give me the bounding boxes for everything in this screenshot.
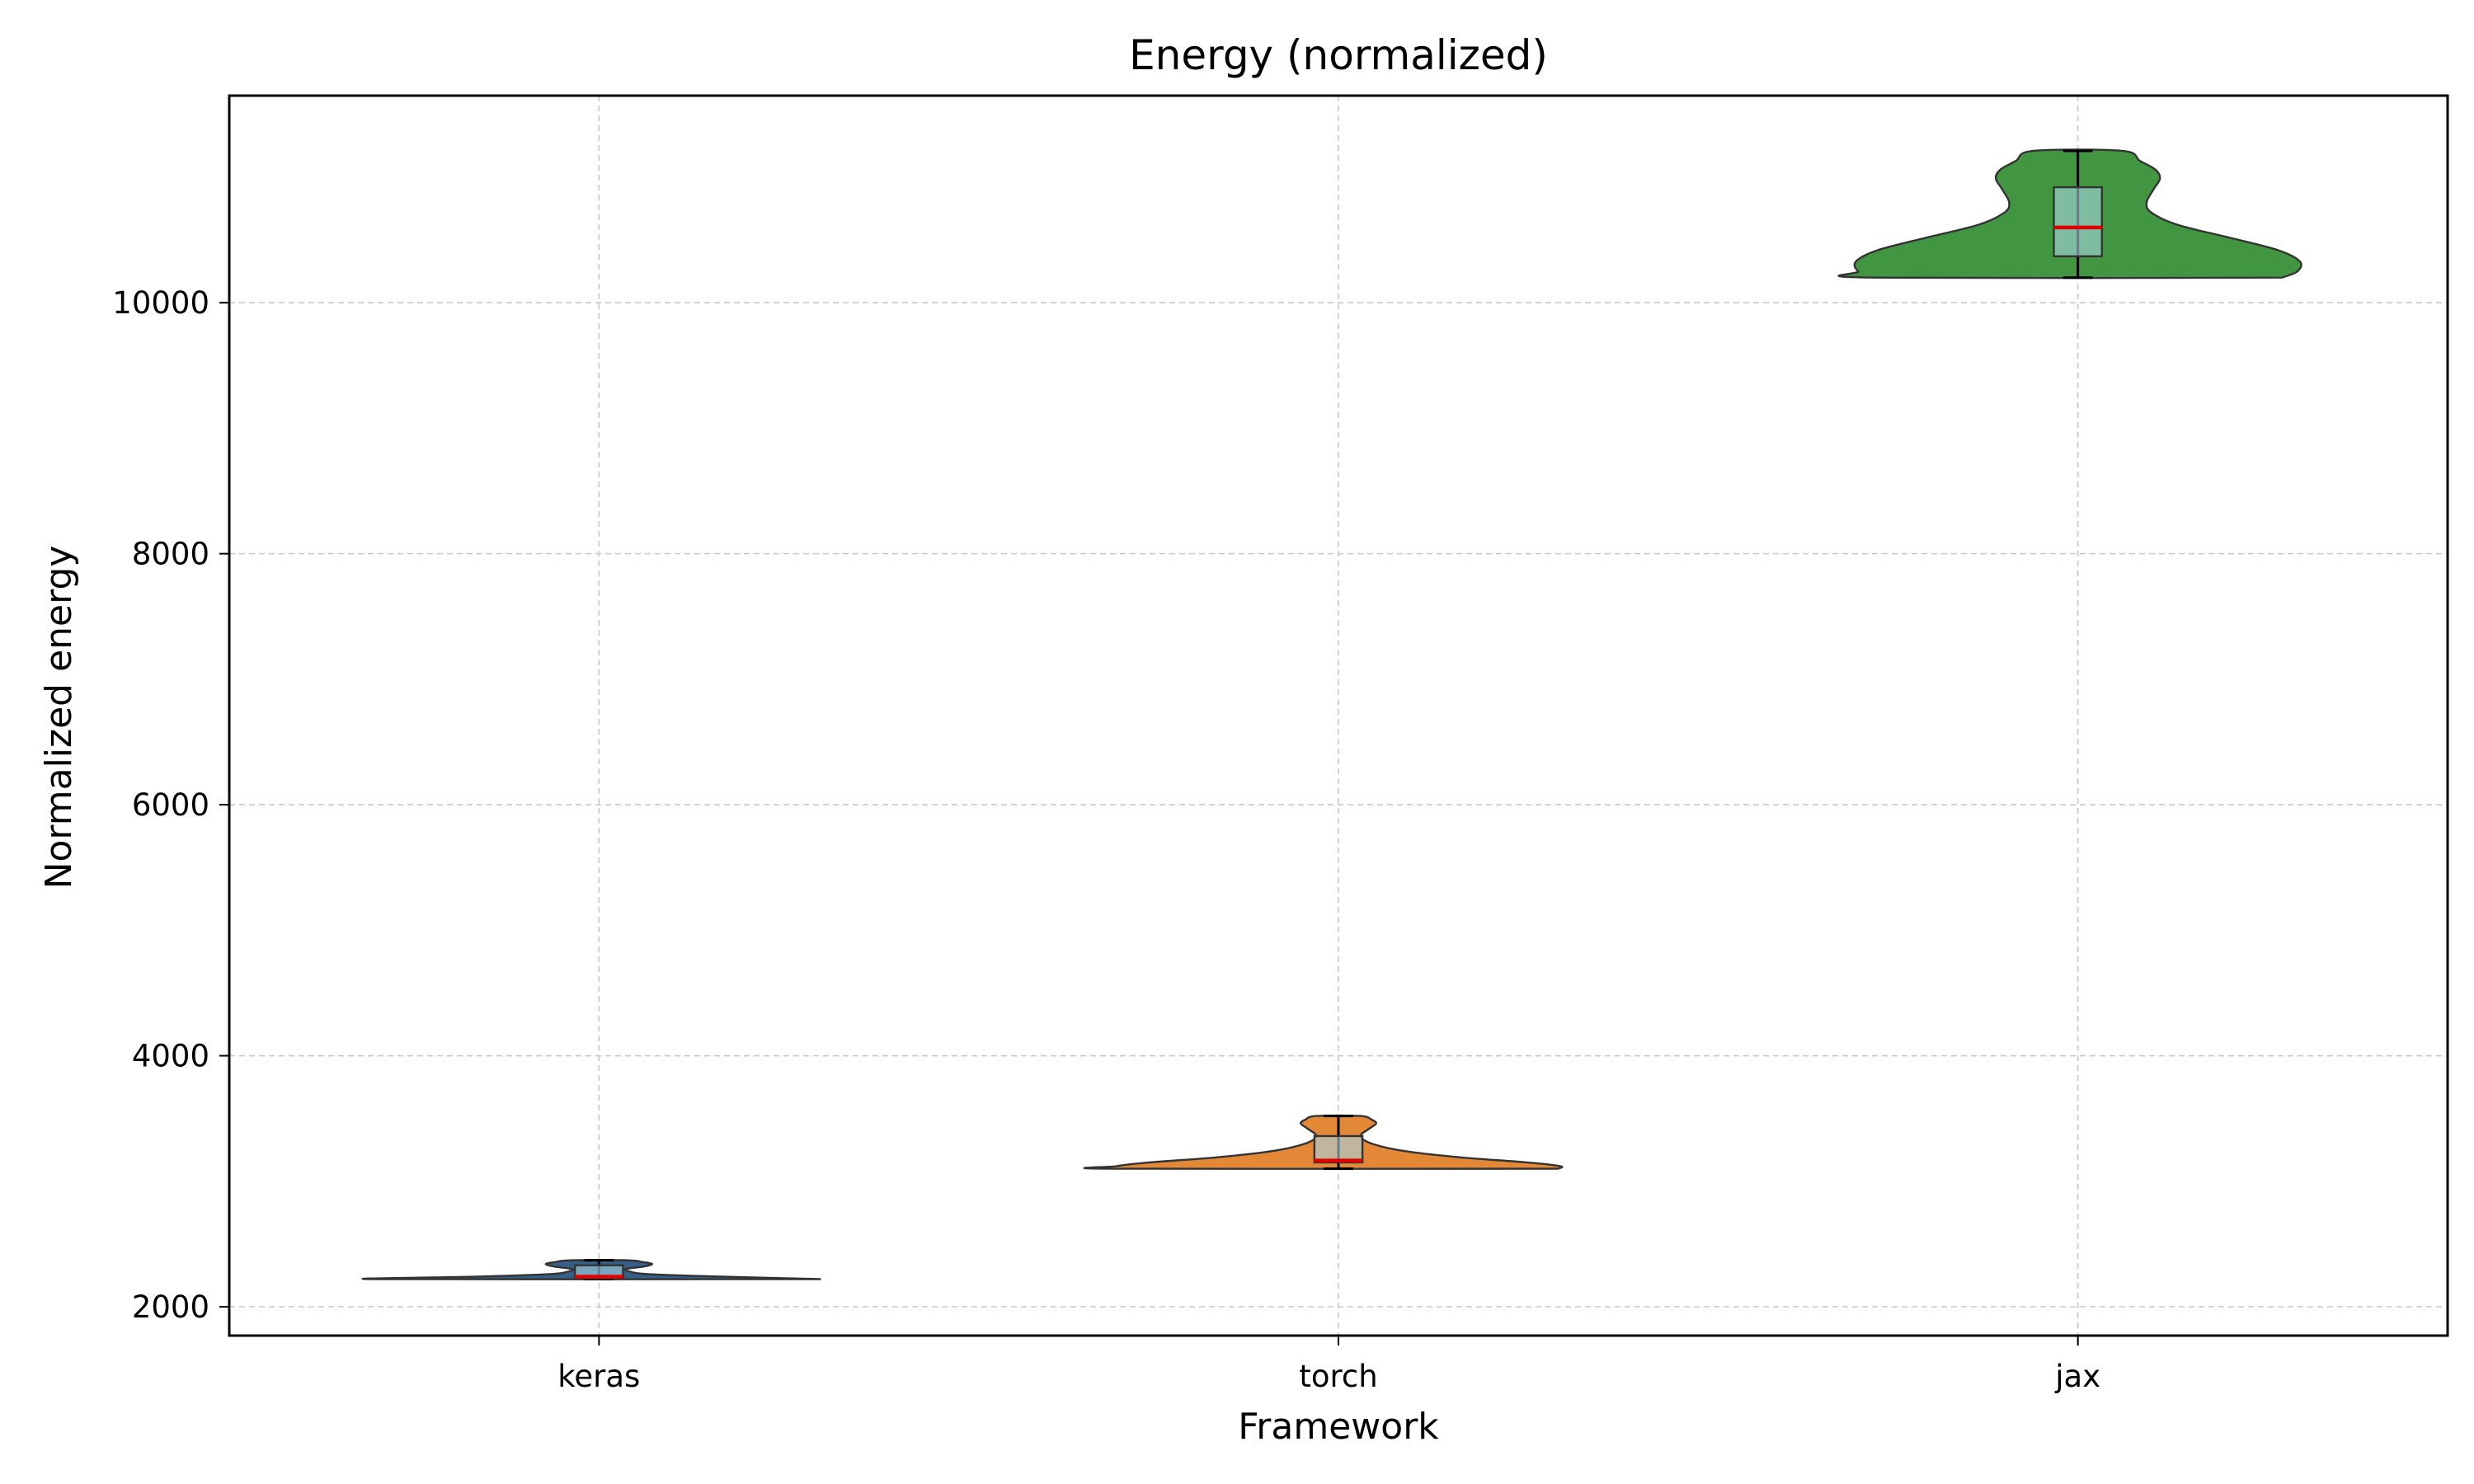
axis-ticks: 2000 4000 6000 8000 10000 keras torch jax (112, 285, 2100, 1394)
x-tick-label: jax (2054, 1359, 2100, 1394)
y-tick-label: 4000 (132, 1039, 209, 1074)
y-tick-label: 8000 (132, 537, 209, 572)
y-tick-label: 10000 (112, 285, 209, 321)
box-torch (1313, 1134, 1364, 1164)
violins (361, 148, 2302, 1280)
y-axis-label: Normalized energy (38, 546, 80, 890)
chart-title: Energy (normalized) (1129, 31, 1548, 79)
box-jax (2053, 186, 2104, 258)
x-axis-label: Framework (1238, 1406, 1439, 1448)
x-tick-label: keras (557, 1359, 640, 1394)
x-tick-label: torch (1299, 1359, 1377, 1394)
y-tick-label: 6000 (132, 787, 209, 823)
boxes (573, 149, 2104, 1280)
y-tick-label: 2000 (132, 1289, 209, 1325)
